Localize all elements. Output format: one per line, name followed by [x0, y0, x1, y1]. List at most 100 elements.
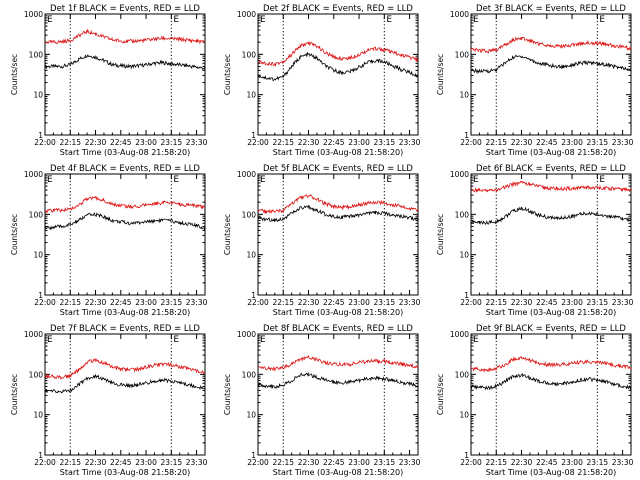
corner-label-left: E: [260, 15, 266, 25]
series-lld-line: [44, 195, 206, 214]
y-axis-label: Counts/sec: [10, 54, 19, 95]
corner-label-left: E: [473, 335, 479, 345]
corner-label-left: E: [473, 175, 479, 185]
x-tick-label: 23:00: [135, 138, 157, 147]
x-tick-label: 23:00: [348, 138, 370, 147]
x-tick-label: 22:45: [323, 138, 345, 147]
panel-title: Det 9f BLACK = Events, RED = LLD: [476, 324, 626, 334]
y-axis-label: Counts/sec: [436, 54, 445, 95]
y-tick-label: 100: [242, 370, 257, 379]
y-tick-label: 1: [464, 291, 469, 300]
y-tick-label: 10: [459, 411, 469, 420]
x-axis-label: Start Time (03-Aug-08 21:58:20): [60, 148, 191, 157]
x-tick-label: 22:15: [272, 298, 294, 307]
x-tick-label: 22:30: [511, 138, 533, 147]
series-lld-line: [470, 355, 632, 373]
panel-title: Det 1f BLACK = Events, RED = LLD: [50, 4, 200, 14]
corner-label-right: E: [173, 335, 179, 345]
x-tick-label: 22:00: [460, 298, 482, 307]
x-tick-label: 23:15: [374, 458, 396, 467]
x-tick-label: 23:30: [612, 138, 634, 147]
x-tick-label: 22:30: [511, 458, 533, 467]
series-events-line: [257, 371, 419, 390]
x-tick-label: 23:15: [161, 298, 183, 307]
corner-label-left: E: [47, 335, 53, 345]
y-tick-label: 1000: [450, 170, 469, 179]
panel-title: Det 7f BLACK = Events, RED = LLD: [50, 324, 200, 334]
series-events-line: [257, 51, 419, 82]
y-tick-label: 1000: [237, 170, 256, 179]
series-lld-line: [257, 41, 419, 67]
corner-label-right: E: [599, 15, 605, 25]
x-tick-label: 22:15: [485, 138, 507, 147]
series-events-line: [470, 54, 632, 75]
x-tick-label: 23:30: [186, 458, 208, 467]
corner-label-left: E: [260, 335, 266, 345]
series-lld-line: [470, 180, 632, 193]
y-tick-label: 100: [455, 370, 470, 379]
y-axis-label: Counts/sec: [436, 374, 445, 415]
y-tick-label: 1000: [450, 330, 469, 339]
y-tick-label: 1000: [450, 10, 469, 19]
x-tick-label: 23:15: [374, 138, 396, 147]
series-events-line: [44, 212, 206, 231]
x-tick-label: 22:00: [460, 458, 482, 467]
panel-title: Det 8f BLACK = Events, RED = LLD: [263, 324, 413, 334]
x-tick-label: 23:00: [135, 298, 157, 307]
corner-label-right: E: [386, 335, 392, 345]
x-tick-label: 22:15: [485, 298, 507, 307]
y-axis-label: Counts/sec: [223, 214, 232, 255]
x-tick-label: 22:45: [110, 298, 132, 307]
x-tick-label: 23:00: [135, 458, 157, 467]
corner-label-right: E: [599, 175, 605, 185]
x-tick-label: 22:15: [59, 298, 81, 307]
y-tick-label: 1000: [237, 330, 256, 339]
x-tick-label: 22:15: [59, 138, 81, 147]
x-tick-label: 23:00: [348, 298, 370, 307]
x-tick-label: 23:15: [161, 138, 183, 147]
x-tick-label: 23:30: [399, 458, 421, 467]
x-tick-label: 23:00: [561, 298, 583, 307]
series-lld-line: [258, 194, 419, 215]
x-tick-label: 22:15: [272, 458, 294, 467]
x-axis-label: Start Time (03-Aug-08 21:58:20): [486, 148, 617, 157]
y-tick-label: 100: [455, 210, 470, 219]
x-tick-label: 22:00: [247, 458, 269, 467]
x-tick-label: 23:30: [612, 458, 634, 467]
panel-title: Det 2f BLACK = Events, RED = LLD: [263, 4, 413, 14]
x-axis-label: Start Time (03-Aug-08 21:58:20): [486, 468, 617, 477]
x-tick-label: 23:00: [348, 458, 370, 467]
corner-label-left: E: [47, 15, 53, 25]
x-tick-label: 23:30: [186, 298, 208, 307]
y-axis-label: Counts/sec: [223, 374, 232, 415]
x-tick-label: 23:30: [399, 138, 421, 147]
x-tick-label: 23:30: [612, 298, 634, 307]
y-tick-label: 10: [33, 411, 43, 420]
y-tick-label: 100: [29, 50, 44, 59]
series-lld-line: [257, 355, 419, 372]
panel-title: Det 5f BLACK = Events, RED = LLD: [263, 164, 413, 174]
y-tick-label: 10: [33, 91, 43, 100]
y-tick-label: 1000: [24, 10, 43, 19]
x-tick-label: 23:15: [587, 458, 609, 467]
x-tick-label: 22:30: [298, 138, 320, 147]
plot-frame: [470, 333, 632, 456]
series-lld-line: [44, 358, 206, 380]
x-tick-label: 22:15: [272, 138, 294, 147]
x-tick-label: 22:45: [110, 458, 132, 467]
x-tick-label: 22:45: [323, 458, 345, 467]
x-tick-label: 22:15: [485, 458, 507, 467]
y-tick-label: 10: [459, 91, 469, 100]
x-tick-label: 23:15: [587, 138, 609, 147]
series-events-line: [470, 372, 632, 392]
corner-label-right: E: [386, 15, 392, 25]
x-tick-label: 23:15: [587, 298, 609, 307]
x-tick-label: 22:45: [323, 298, 345, 307]
y-tick-label: 1: [38, 451, 43, 460]
series-lld-line: [470, 36, 632, 54]
